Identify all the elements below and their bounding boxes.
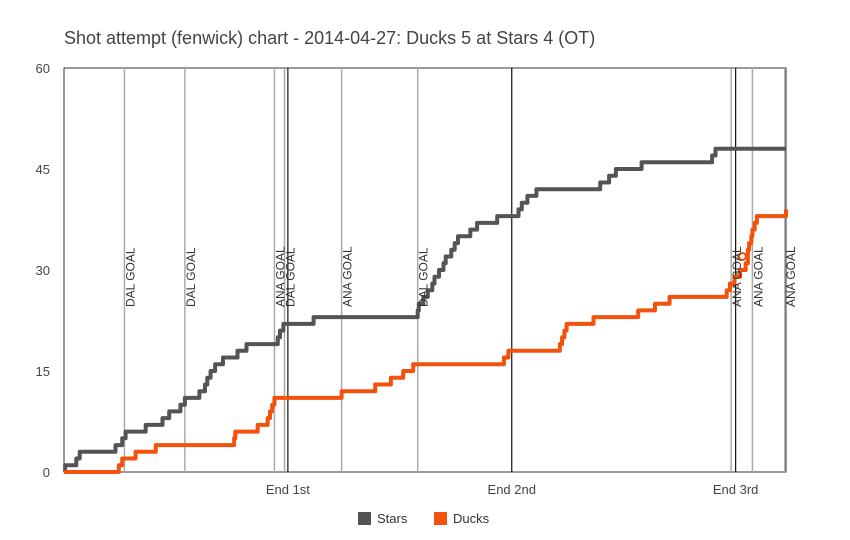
goal-label: DAL GOAL xyxy=(284,247,298,307)
y-tick-label: 60 xyxy=(36,61,50,76)
goal-label: ANA GOAL xyxy=(730,246,744,307)
series-lines xyxy=(63,146,788,474)
series-marker-ducks xyxy=(737,252,747,262)
goal-label: ANA GOAL xyxy=(751,246,765,307)
chart-title: Shot attempt (fenwick) chart - 2014-04-2… xyxy=(64,28,595,48)
goal-label: ANA GOAL xyxy=(273,246,287,307)
series-line-stars xyxy=(63,146,786,474)
goal-label: DAL GOAL xyxy=(123,247,137,307)
legend-swatch-ducks xyxy=(434,512,447,525)
series-line-ducks xyxy=(64,209,788,474)
x-tick-label: End 3rd xyxy=(713,482,759,497)
goal-label: ANA GOAL xyxy=(784,246,798,307)
legend-swatch-stars xyxy=(358,512,371,525)
x-tick-label: End 2nd xyxy=(488,482,536,497)
goal-annotation-lines xyxy=(123,68,786,472)
x-tick-label: End 1st xyxy=(266,482,310,497)
y-tick-label: 15 xyxy=(36,364,50,379)
goal-label: DAL GOAL xyxy=(184,247,198,307)
period-end-lines xyxy=(287,68,737,472)
y-tick-label: 45 xyxy=(36,162,50,177)
y-tick-label: 0 xyxy=(43,465,50,480)
y-tick-label: 30 xyxy=(36,263,50,278)
axes: 0 15 30 45 60 End 1st End 2nd End 3rd xyxy=(36,61,759,497)
legend: Stars Ducks xyxy=(358,511,490,526)
legend-label-ducks: Ducks xyxy=(453,511,490,526)
goal-label: ANA GOAL xyxy=(341,246,355,307)
goal-label: DAL GOAL xyxy=(417,247,431,307)
legend-label-stars: Stars xyxy=(377,511,408,526)
